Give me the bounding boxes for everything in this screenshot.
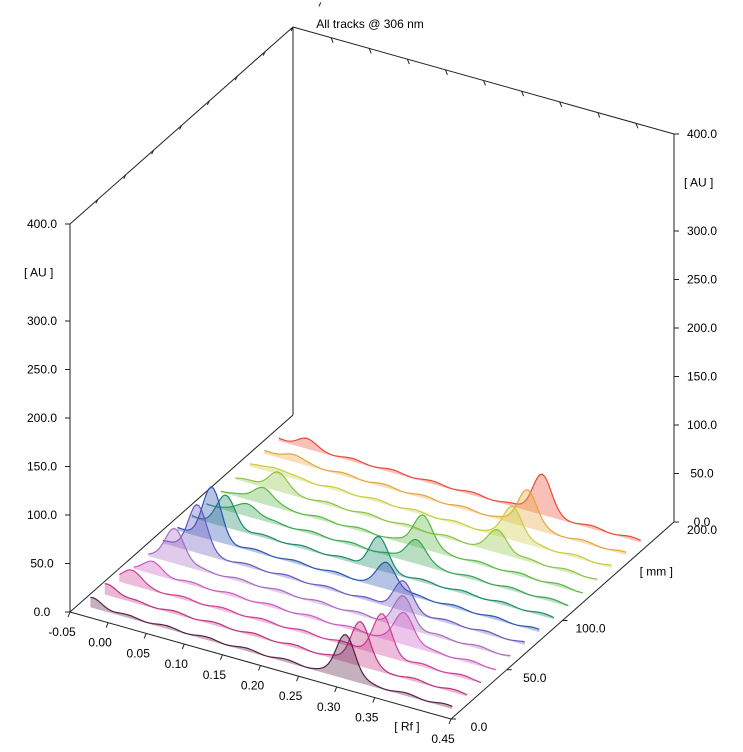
rf-tick-label: -0.05 (48, 625, 76, 639)
top-edge-tick (597, 112, 601, 118)
track-2-line (104, 583, 468, 696)
top-edge-tick (635, 123, 639, 129)
left-au-tick-label: 200.0 (27, 411, 57, 425)
left-edge-tick (123, 174, 127, 179)
rf-tick (334, 686, 338, 693)
rf-tick-label: 0.45 (431, 732, 455, 746)
track-tick-label: 200.0 (687, 523, 717, 537)
top-edge-tick (483, 80, 486, 86)
track-9-fill (206, 503, 569, 607)
rf-tick (296, 676, 300, 682)
rf-tick-label: 0.30 (317, 700, 341, 714)
right-au-tick-label: 150.0 (687, 370, 717, 384)
left-edge-tick (151, 149, 155, 155)
rf-tick-label: 0.10 (165, 657, 189, 671)
track-8-line (191, 494, 555, 619)
track-3-line (119, 569, 482, 684)
top-edge-tick (521, 91, 525, 97)
left-edge-tick (95, 199, 99, 204)
rf-tick-label: 0.20 (241, 679, 265, 693)
track-6-line (162, 503, 525, 643)
track-tick-label: 50.0 (523, 671, 547, 685)
track-1-fill (90, 597, 453, 709)
rf-tick (372, 697, 376, 703)
track-11-fill (235, 471, 598, 581)
track-axis-line (69, 414, 294, 613)
top-edge-tick (368, 48, 372, 54)
rf-tick (258, 665, 261, 671)
rf-axis-label: [ Rf ] (394, 719, 419, 733)
rf-tick (67, 611, 71, 618)
left-au-tick-label: 400.0 (27, 217, 57, 231)
top-edge-tick (559, 101, 563, 108)
right-au-tick-label: 100.0 (687, 418, 717, 432)
rf-tick (219, 654, 223, 660)
track-11-line (235, 471, 598, 580)
left-au-tick-label: 50.0 (30, 557, 54, 571)
right-au-tick-label: 0.0 (694, 515, 711, 529)
track-7-fill (177, 486, 540, 633)
rf-tick (105, 622, 109, 628)
left-edge-tick (290, 26, 294, 32)
top-edge-tick (406, 58, 410, 65)
left-au-tick-label: 150.0 (27, 460, 57, 474)
track-tick-label: 100.0 (575, 622, 605, 636)
left-edge-tick (262, 51, 266, 56)
track-3-fill (119, 569, 482, 684)
axis-frame (65, 2, 679, 725)
left-au-tick-label: 300.0 (27, 314, 57, 328)
track-14-line (278, 437, 641, 541)
right-au-tick-label: 400.0 (687, 127, 717, 141)
track-12-line (249, 463, 612, 566)
left-au-tick-label: 100.0 (27, 508, 57, 522)
track-9-line (206, 502, 569, 607)
left-edge-tick (179, 125, 182, 130)
top-edge-tick (444, 69, 448, 75)
rf-tick (181, 643, 185, 650)
left-au-tick-label: 0.0 (34, 605, 51, 619)
track-12-fill (249, 463, 612, 569)
left-au-axis-label: [ AU ] (24, 266, 53, 280)
track-4-line (133, 560, 496, 670)
right-au-tick-label: 250.0 (687, 273, 717, 287)
track-13-fill (264, 450, 627, 556)
track-10-line (220, 486, 583, 594)
rf-tick (143, 633, 147, 639)
rf-tick-label: 0.15 (203, 668, 227, 682)
right-au-tick-label: 50.0 (690, 467, 714, 481)
rf-tick-label: 0.25 (279, 689, 303, 703)
left-edge-tick (206, 100, 210, 106)
rf-tick-label: 0.35 (355, 711, 379, 725)
track-5-line (148, 527, 511, 657)
left-edge-tick (234, 76, 238, 81)
top-edge-tick (330, 37, 334, 43)
track-13-line (264, 449, 627, 553)
track-2-fill (104, 583, 467, 697)
rf-tick (448, 718, 452, 725)
right-au-tick-label: 300.0 (687, 224, 717, 238)
track-6-fill (162, 504, 525, 645)
track-tick-label: 0.0 (471, 720, 488, 734)
track-1-line (90, 596, 453, 707)
track-7-line (177, 486, 540, 630)
right-au-tick-label: 200.0 (687, 321, 717, 335)
track-axis-label: [ mm ] (640, 564, 673, 578)
rf-tick-label: 0.05 (127, 646, 151, 660)
left-au-tick-label: 250.0 (27, 363, 57, 377)
track-4-fill (133, 561, 496, 671)
track-8-fill (191, 495, 554, 620)
left-edge-tick (318, 2, 322, 7)
rf-tick-label: 0.00 (88, 636, 112, 650)
right-au-axis-label: [ AU ] (684, 176, 713, 190)
tracks-group (90, 437, 641, 709)
chart-title: All tracks @ 306 nm (316, 17, 424, 31)
